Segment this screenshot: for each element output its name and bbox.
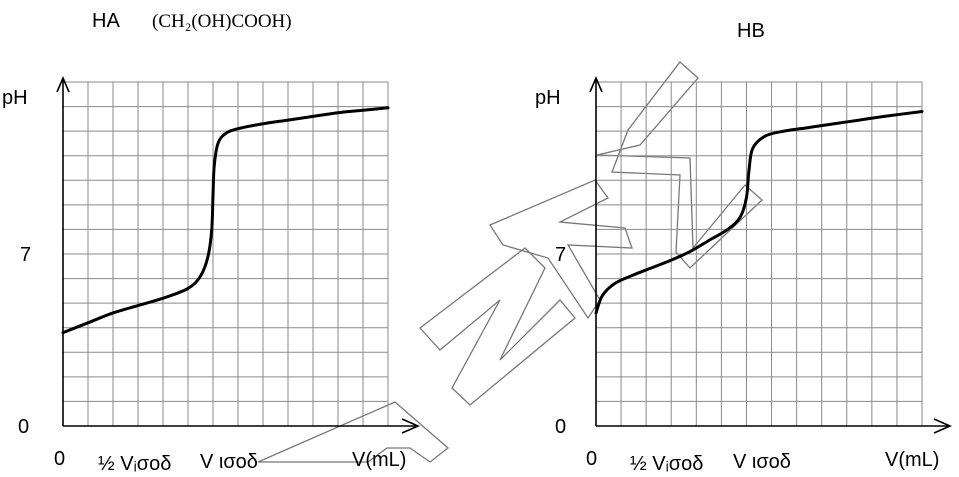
y-axis-arrow (56, 75, 70, 93)
y-axis-label: pH (2, 87, 28, 109)
x-tick-label: 0 (54, 448, 65, 470)
y-axis-label: pH (535, 87, 561, 109)
x-tick-label: 0 (586, 448, 597, 470)
chart-title-ha: HA (92, 10, 120, 32)
x-axis-label: V(mL) (352, 449, 406, 471)
y-tick-label: 7 (555, 244, 566, 266)
series-line-0 (61, 106, 390, 335)
watermark-logo (257, 61, 763, 463)
y-axis-arrow (589, 75, 603, 93)
chart-panel-ha: pH 0 7 0 ½ Vᵢσοδ V ισοδ V(mL) (2, 75, 420, 475)
x-tick-label: ½ Vᵢσοδ (630, 453, 703, 475)
y-tick-label: 0 (555, 416, 566, 438)
x-tick-label: ½ Vᵢσοδ (98, 453, 171, 475)
x-tick-label: V ισοδ (200, 451, 258, 473)
x-axis-label: V(mL) (885, 449, 939, 471)
grid-lines (63, 81, 389, 426)
x-tick-label: V ισοδ (733, 451, 791, 473)
chart-title-hb: HB (737, 20, 765, 42)
y-tick-label: 0 (18, 416, 29, 438)
x-axis-arrow (401, 418, 420, 434)
y-tick-label: 7 (20, 244, 31, 266)
grid-lines (596, 81, 923, 426)
chart-subtitle-ha: (CH₂(OH)COOH) (152, 11, 292, 32)
series-line-0 (594, 109, 924, 315)
chart-panel-hb: pH 0 7 0 ½ Vᵢσοδ V ισοδ V(mL) (535, 75, 952, 475)
x-axis-arrow (933, 418, 952, 434)
